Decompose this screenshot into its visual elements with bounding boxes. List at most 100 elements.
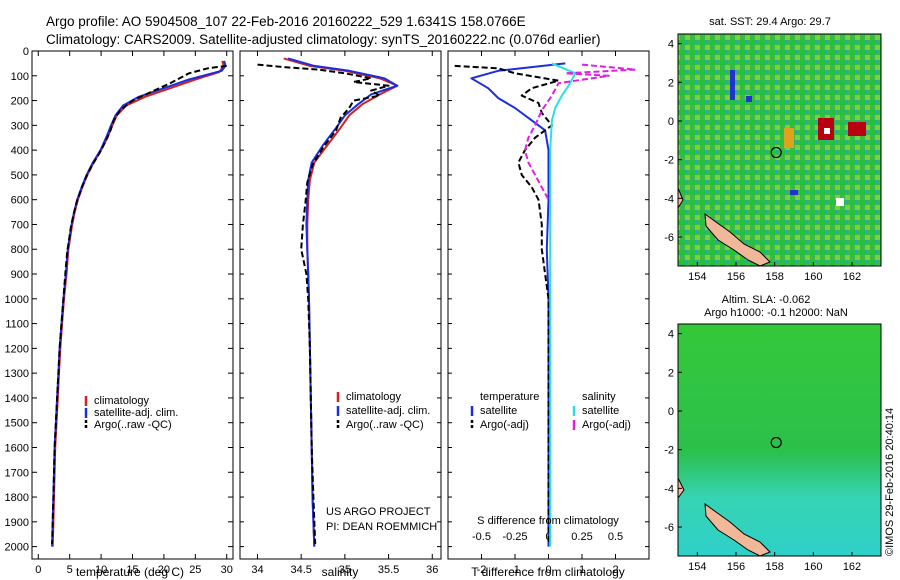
x-tick-label: -2 (477, 564, 487, 576)
temperature-legend: climatology satellite-adj. clim. Argo(..… (84, 395, 178, 431)
lon-tick-label: 160 (804, 561, 822, 573)
s-tick-label: -0.25 (502, 531, 527, 543)
pi-label: PI: DEAN ROEMMICH (326, 521, 437, 533)
sst-map-panel: sat. SST: 29.4 Argo: 29.7 154 156 158 160 16… (664, 16, 882, 283)
legend-label-satellite: satellite-adj. clim. (94, 407, 178, 419)
sla-field (677, 323, 882, 557)
lat-tick-label: -6 (664, 522, 674, 534)
x-tick-label: 0 (545, 564, 551, 576)
lat-tick-label: -2 (664, 155, 674, 167)
y-tick-label: 800 (11, 244, 29, 256)
series-line-s-satellite (549, 62, 577, 547)
y-tick-label: 1800 (5, 492, 29, 504)
sst-map-ticks: 154 156 158 160 162 4 2 0 -2 -4 -6 (664, 39, 861, 283)
x-tick-label: 25 (189, 564, 201, 576)
legend-title-temperature: temperature (480, 391, 539, 403)
x-tick-label: 35 (339, 564, 351, 576)
x-tick-label: 34 (251, 564, 263, 576)
sla-map-subtitle: Argo h1000: -0.1 h2000: NaN (704, 307, 848, 319)
y-tick-label: 700 (11, 219, 29, 231)
t-difference-xlabel: T difference from climatology (471, 565, 625, 579)
y-tick-label: 1100 (5, 319, 29, 331)
salinity-series (257, 57, 399, 547)
sst-cloud-gap (836, 198, 844, 206)
temperature-xlabel: temperature (deg C) (76, 565, 184, 579)
lat-tick-label: 0 (668, 116, 674, 128)
y-tick-label: 1200 (5, 343, 29, 355)
x-tick-label: 20 (158, 564, 170, 576)
lon-tick-label: 160 (804, 271, 822, 283)
temperature-ticks: 0 5 10 15 20 25 30 (35, 51, 233, 576)
lat-tick-label: -6 (664, 232, 674, 244)
y-tick-label: 1000 (5, 294, 29, 306)
project-label: US ARGO PROJECT (326, 506, 431, 518)
difference-series (454, 62, 637, 547)
lon-tick-label: 156 (727, 561, 745, 573)
lat-tick-label: 4 (668, 329, 674, 341)
lat-tick-label: 0 (668, 406, 674, 418)
temperature-panel: 0100200300400500600700800900100011001200… (5, 46, 234, 579)
lon-tick-label: 158 (765, 271, 783, 283)
difference-panel: -2 -1 0 1 2 -0.5 -0.25 0 0.25 0.5 T difference f… (447, 50, 650, 579)
argo-location-marker (770, 436, 782, 449)
salinity-xlabel: salinity (322, 565, 359, 579)
x-tick-label: 10 (95, 564, 107, 576)
sst-hotspots (730, 70, 866, 206)
y-tick-label: 2000 (5, 542, 29, 554)
lon-tick-label: 154 (688, 271, 706, 283)
sst-field (677, 33, 882, 267)
sst-cool-patch (790, 190, 798, 195)
sla-map-panel: Altim. SLA: -0.062 Argo h1000: -0.1 h200… (664, 294, 882, 573)
lat-tick-label: -2 (664, 445, 674, 457)
x-tick-label: 36 (426, 564, 438, 576)
difference-legend: temperature salinity satellite Argo(-adj… (470, 391, 631, 431)
sst-warm-patch (848, 122, 866, 136)
lat-tick-label: -4 (664, 483, 674, 495)
x-tick-label: 30 (221, 564, 233, 576)
salinity-axes (239, 50, 442, 560)
x-tick-label: -1 (510, 564, 520, 576)
legend-label-s-satellite: satellite (582, 405, 619, 417)
sst-map-title: sat. SST: 29.4 Argo: 29.7 (709, 16, 831, 28)
x-tick-label: 34.5 (290, 564, 311, 576)
y-tick-label: 500 (11, 170, 29, 182)
sst-land-island (704, 212, 771, 267)
x-tick-label: 35.5 (378, 564, 399, 576)
lon-tick-label: 162 (843, 271, 861, 283)
title-line1: Argo profile: AO 5904508_107 22-Feb-2016… (46, 14, 526, 29)
argo-location-marker (770, 146, 782, 159)
sst-warm-patch (784, 128, 794, 148)
legend-label-t-argo: Argo(-adj) (480, 419, 529, 431)
x-tick-label: 0 (35, 564, 41, 576)
series-line-s-argo-adj- (524, 63, 637, 201)
lat-tick-label: 2 (668, 77, 674, 89)
s-tick-label: 0.25 (571, 531, 592, 543)
x-tick-label: 2 (612, 564, 618, 576)
lon-tick-label: 162 (843, 561, 861, 573)
legend-label-climatology: climatology (94, 395, 150, 407)
y-tick-label: 1500 (5, 418, 29, 430)
y-tick-label: 1400 (5, 393, 29, 405)
x-tick-label: 5 (67, 564, 73, 576)
y-tick-label: 1700 (5, 467, 29, 479)
depth-ticks: 0 100 200 300 400 500 600 700 800 900 1000 1100 1200… (5, 46, 233, 554)
sla-map-ticks: 154 156 158 160 162 4 2 0 -2 -4 -6 (664, 329, 861, 573)
x-tick-label: 1 (579, 564, 585, 576)
sla-map-title: Altim. SLA: -0.062 (722, 294, 811, 306)
sst-cool-patch (730, 70, 735, 100)
salinity-ticks: 34 34.5 35 35.5 36 (240, 50, 441, 576)
series-line-argo-raw-qc- (257, 63, 390, 545)
y-tick-label: 300 (11, 120, 29, 132)
series-line-argo-raw-qc- (51, 64, 227, 545)
s-tick-label: -0.5 (472, 531, 491, 543)
y-tick-label: 1600 (5, 442, 29, 454)
imos-timestamp: ©IMOS 29-Feb-2016 20:40:14 (884, 408, 896, 556)
lat-tick-label: 2 (668, 367, 674, 379)
y-tick-label: 600 (11, 195, 29, 207)
legend-label-s-argo: Argo(-adj) (582, 419, 631, 431)
legend-label-climatology: climatology (346, 391, 402, 403)
legend-label-argo: Argo(..raw -QC) (94, 419, 172, 431)
x-tick-label: 15 (126, 564, 138, 576)
sst-cloud-gap (824, 128, 830, 134)
